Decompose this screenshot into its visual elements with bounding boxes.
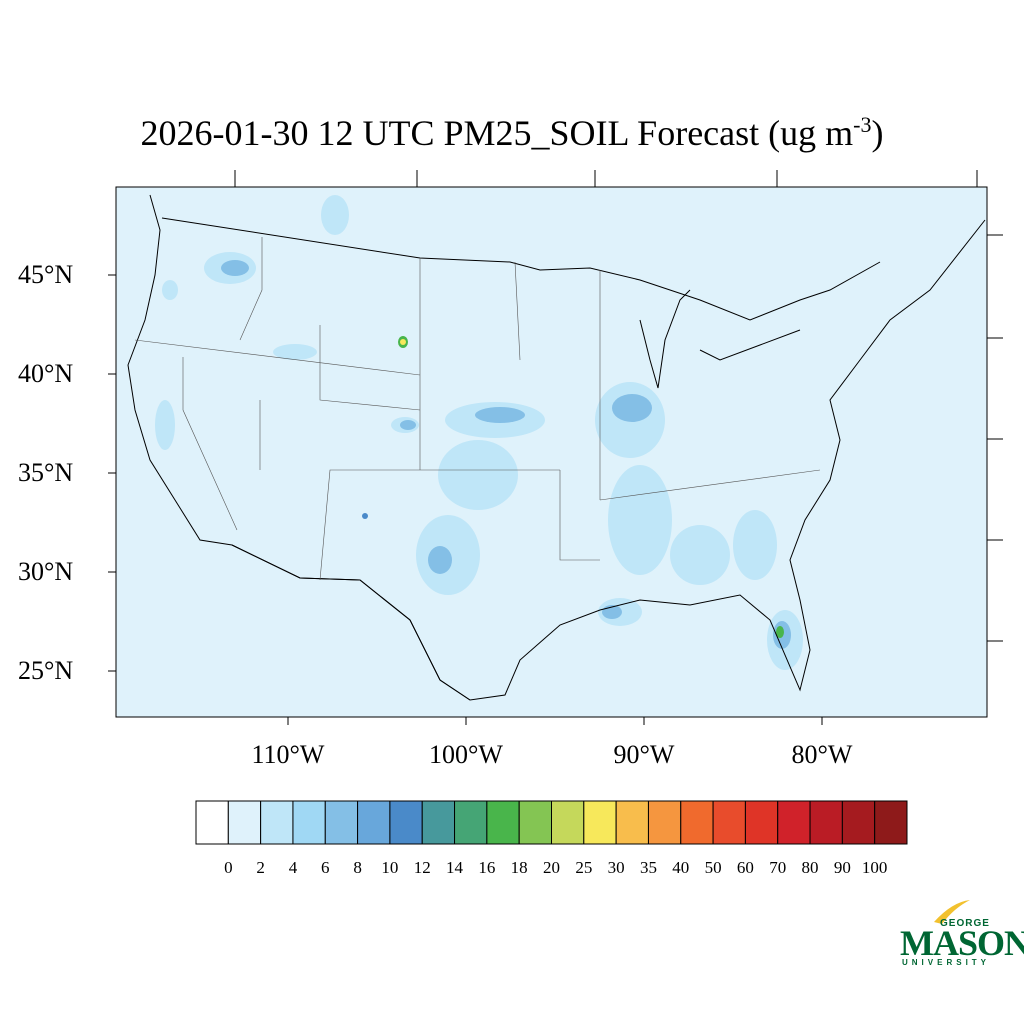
colorbar-box (454, 800, 488, 845)
chart-title: 2026-01-30 12 UTC PM25_SOIL Forecast (ug… (140, 112, 884, 153)
canada-border (161, 217, 881, 321)
great-lakes (639, 289, 801, 389)
colorbar-tick-label: 20 (543, 858, 560, 877)
concentration-shading (155, 195, 803, 670)
colorbar-tick-label: 18 (510, 858, 528, 877)
lon-label-90w: 90°W (613, 740, 675, 769)
lon-label-110w: 110°W (251, 740, 325, 769)
map-frame (115, 186, 988, 718)
colorbar-box (583, 800, 617, 845)
lon-label-80w: 80°W (791, 740, 853, 769)
colorbar-tick-label: 6 (321, 858, 330, 877)
colorbar-tick-label: 4 (288, 858, 298, 877)
logo-university: UNIVERSITY (902, 958, 991, 967)
state-lines (134, 237, 821, 581)
colorbar-tick-label: 50 (704, 858, 722, 877)
colorbar-box (389, 800, 423, 845)
colorbar-box (260, 800, 294, 845)
lat-label-45: 45°N (18, 260, 74, 289)
colorbar-tick-label: 30 (607, 858, 625, 877)
colorbar-box (615, 800, 649, 845)
colorbar-box (777, 800, 811, 845)
colorbar-tick-label: 14 (446, 858, 464, 877)
colorbar-tick-label: 2 (256, 858, 265, 877)
colorbar-box (647, 800, 682, 845)
lat-label-40: 40°N (18, 359, 74, 388)
colorbar-tick-label: 16 (478, 858, 496, 877)
colorbar-box (195, 800, 229, 845)
axis-ticks (108, 170, 1003, 725)
colorbar-tick-label: 80 (801, 858, 819, 877)
logo-mason: MASON (900, 923, 1024, 963)
colorbar-box (874, 800, 908, 845)
lat-label-35: 35°N (18, 458, 74, 487)
colorbar-box (712, 800, 746, 845)
colorbar-box (841, 800, 876, 845)
colorbar-tick-label: 35 (639, 858, 657, 877)
logo-swoosh-icon (934, 900, 970, 924)
colorbar-box (227, 800, 262, 845)
logo-george: GEORGE (940, 918, 990, 929)
colorbar-box (486, 800, 520, 845)
colorbar-tick-label: 25 (575, 858, 593, 877)
colorbar-tick-label: 70 (769, 858, 787, 877)
gmu-logo: GEORGE MASON UNIVERSITY (898, 898, 1024, 970)
boundaries (127, 194, 986, 701)
lon-label-100w: 100°W (429, 740, 503, 769)
colorbar-tick-label: 60 (736, 858, 754, 877)
concentration-hotspots (362, 336, 784, 638)
colorbar-tick-label: 10 (381, 858, 399, 877)
us-outline (127, 194, 986, 701)
colorbar-tick-label: 90 (833, 858, 851, 877)
colorbar-box (518, 800, 553, 845)
lat-label-30: 30°N (18, 557, 74, 586)
colorbar-box (357, 800, 391, 845)
colorbar-box (324, 800, 359, 845)
colorbar-box (421, 800, 456, 845)
colorbar-box (809, 800, 843, 845)
colorbar-box (744, 800, 779, 845)
colorbar-tick-label: 40 (672, 858, 690, 877)
colorbar-box (551, 800, 585, 845)
colorbar-tick-label: 0 (224, 858, 233, 877)
colorbar-tick-label: 100 (861, 858, 888, 877)
lat-label-25: 25°N (18, 656, 74, 685)
colorbar-box (292, 800, 326, 845)
colorbar-box (680, 800, 714, 845)
colorbar-tick-label: 8 (353, 858, 362, 877)
colorbar-tick-label: 12 (413, 858, 431, 877)
mexico-border (231, 544, 471, 701)
